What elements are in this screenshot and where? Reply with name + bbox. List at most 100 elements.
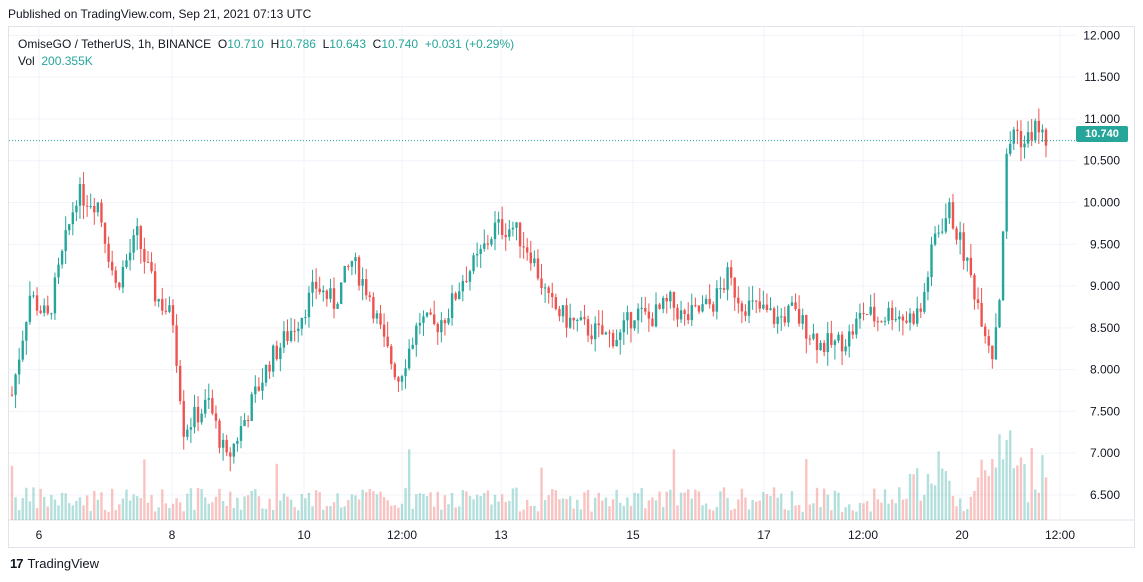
volume-bar: [1037, 492, 1041, 520]
candle-body: [669, 291, 672, 302]
volume-bar: [851, 510, 854, 520]
footer[interactable]: 17 TradingView: [10, 556, 99, 571]
candle-body: [547, 287, 550, 294]
candle-body: [143, 248, 146, 262]
candle-body: [690, 305, 693, 321]
symbol-title: OmiseGO / TetherUS, 1h, BINANCE: [18, 37, 212, 51]
volume-bar: [386, 500, 389, 520]
volume-bar: [805, 459, 808, 520]
candle-body: [483, 243, 486, 249]
volume-bar: [200, 488, 203, 520]
candle-body: [307, 292, 311, 318]
candle-body: [923, 291, 926, 312]
candle-body: [286, 331, 289, 341]
volume-bar: [701, 505, 704, 520]
candle-body: [153, 271, 157, 302]
candle-body: [229, 452, 232, 457]
x-tick-label: 8: [169, 528, 176, 542]
volume-bar: [114, 510, 117, 520]
volume-bar: [758, 500, 761, 520]
volume-bar: [486, 490, 490, 520]
volume-bar: [354, 495, 357, 520]
volume-bar: [908, 473, 912, 520]
volume-bar: [955, 506, 958, 520]
candle-body: [332, 288, 336, 309]
volume-bar: [533, 505, 536, 520]
volume-bar: [862, 503, 865, 520]
volume-bar: [322, 509, 325, 520]
candle-body: [962, 232, 965, 261]
candle-body: [626, 312, 629, 321]
candle-body: [365, 279, 368, 296]
candle-body: [744, 311, 747, 316]
candle-body: [386, 336, 389, 347]
candle-body: [390, 346, 393, 365]
volume-bar: [905, 498, 908, 520]
candle-body: [21, 340, 24, 360]
candle-body: [858, 312, 862, 319]
candle-body: [268, 364, 271, 372]
candle-body: [254, 386, 257, 395]
candle-body: [379, 313, 382, 325]
volume-bar: [1023, 464, 1026, 520]
candle-body: [561, 305, 565, 317]
candle-body: [282, 331, 286, 348]
volume-bar: [679, 492, 683, 520]
close-label: C: [372, 37, 382, 51]
volume-bar: [236, 497, 239, 520]
candle-body: [78, 184, 82, 206]
volume-bar: [518, 511, 522, 520]
volume-bar: [754, 501, 758, 520]
candle-body: [118, 282, 121, 288]
volume-bar: [783, 509, 787, 520]
candle-body: [998, 300, 1001, 328]
volume-bar: [558, 499, 561, 520]
volume-bar: [207, 503, 210, 520]
candle-body: [683, 310, 686, 315]
volume-bar: [747, 509, 751, 520]
volume-bar: [676, 505, 679, 520]
volume-bar: [250, 490, 253, 520]
candle-body: [43, 305, 46, 313]
volume-bar: [629, 505, 633, 520]
volume-bar: [869, 511, 872, 520]
volume-bar: [561, 498, 565, 520]
volume-bar: [93, 490, 96, 520]
volume-bar: [257, 496, 261, 520]
candle-body: [919, 308, 922, 312]
change-value: +0.031 (+0.29%): [424, 37, 515, 51]
volume-bar: [636, 493, 640, 520]
candle-body: [397, 377, 400, 382]
candle-body: [651, 318, 654, 327]
volume-bar: [225, 505, 228, 520]
volume-bar: [740, 488, 744, 520]
volume-bar: [103, 509, 107, 520]
volume-bar: [497, 501, 500, 520]
y-tick-label: 8.000: [1090, 363, 1120, 377]
candle-body: [468, 271, 472, 282]
candle-body: [887, 307, 890, 321]
candle-body: [640, 308, 643, 310]
volume-bar: [794, 505, 797, 520]
candle-body: [443, 320, 447, 324]
volume-bar: [350, 494, 354, 520]
candle-body: [1016, 129, 1019, 132]
volume-bar: [708, 509, 711, 520]
chart-frame[interactable]: [8, 26, 1135, 548]
volume-bar: [136, 496, 139, 520]
candle-body: [211, 398, 214, 414]
candle-body: [790, 302, 794, 306]
candle-body: [851, 331, 854, 335]
volume-bar: [479, 496, 482, 520]
candle-body: [987, 336, 990, 346]
candle-body: [826, 333, 829, 353]
candle-body: [515, 222, 518, 228]
candle-body: [236, 440, 239, 444]
volume-bar: [787, 510, 790, 520]
candle-body: [196, 406, 200, 423]
volume-bar: [128, 500, 132, 520]
volume-bar: [425, 496, 429, 520]
candle-body: [808, 338, 812, 340]
candle-body: [82, 184, 85, 206]
